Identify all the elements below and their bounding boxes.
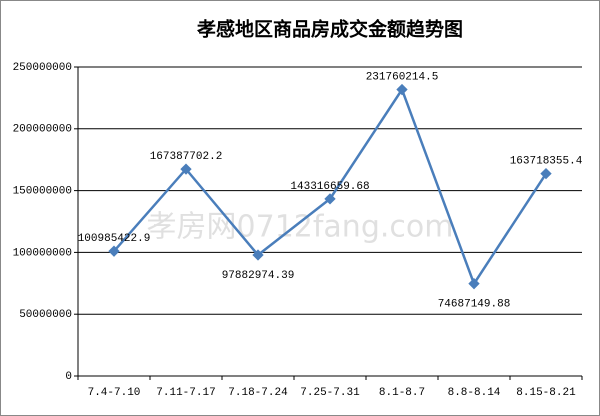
y-tick-label: 250000000 xyxy=(13,62,72,74)
x-tick-label: 8.8-8.14 xyxy=(448,387,501,399)
y-tick-label: 0 xyxy=(65,371,72,383)
y-tick-label: 100000000 xyxy=(13,247,72,259)
data-label: 163718355.4 xyxy=(510,156,583,168)
y-tick-label: 150000000 xyxy=(13,186,72,198)
data-label: 167387702.2 xyxy=(150,151,223,163)
x-tick-label: 7.11-7.17 xyxy=(156,387,215,399)
marker xyxy=(252,249,264,261)
x-tick-label: 8.15-8.21 xyxy=(516,387,576,399)
marker xyxy=(180,163,192,175)
marker xyxy=(468,278,480,290)
data-label: 74687149.88 xyxy=(438,299,511,311)
marker xyxy=(540,167,552,180)
marker xyxy=(324,193,336,205)
data-label: 143316659.68 xyxy=(290,181,369,193)
x-tick-label: 8.1-8.7 xyxy=(379,387,425,399)
x-tick-label: 7.4-7.10 xyxy=(88,387,141,399)
x-tick-label: 7.25-7.31 xyxy=(300,387,360,399)
x-tick-label: 7.18-7.24 xyxy=(228,387,288,399)
data-label: 100985422.9 xyxy=(78,233,151,245)
chart-title: 孝感地区商品房成交金额趋势图 xyxy=(197,18,463,41)
watermark: 孝房网0712fang.com xyxy=(147,210,454,245)
data-label: 97882974.39 xyxy=(222,270,295,282)
y-tick-label: 50000000 xyxy=(19,309,72,321)
data-label: 231760214.5 xyxy=(366,71,439,83)
y-tick-label: 200000000 xyxy=(13,124,72,136)
